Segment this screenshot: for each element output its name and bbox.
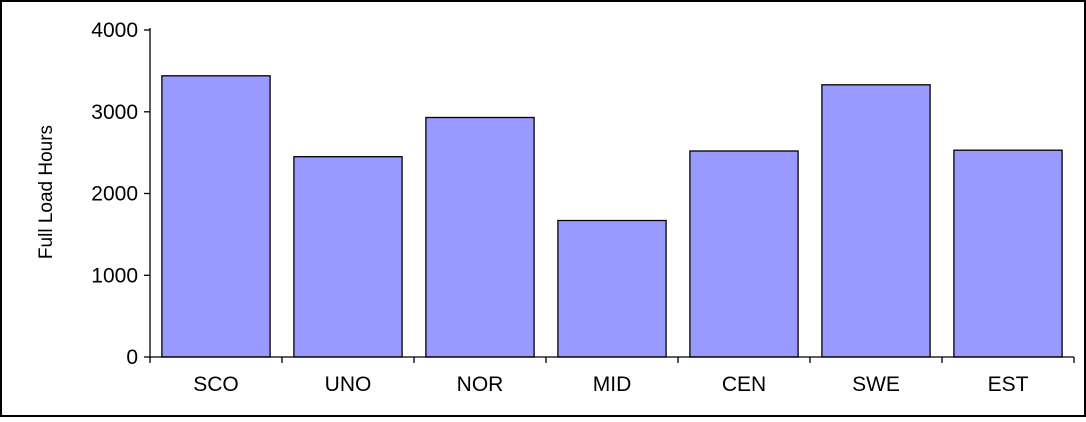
axes-group bbox=[149, 28, 1075, 363]
y-ticks-group: 0 1000 2000 3000 4000 bbox=[91, 19, 150, 369]
bar-uno bbox=[293, 156, 403, 358]
bar-nor bbox=[425, 116, 535, 358]
y-tick-label: 2000 bbox=[91, 183, 138, 206]
bar-swe bbox=[821, 84, 931, 358]
y-tick-label: 0 bbox=[126, 346, 138, 369]
x-tick-label: SWE bbox=[852, 373, 900, 396]
y-tick-label: 4000 bbox=[91, 19, 138, 42]
bar-sco bbox=[161, 75, 271, 358]
bars-group bbox=[161, 75, 1063, 358]
y-tick-label: 1000 bbox=[91, 264, 138, 287]
y-axis-label: Full Load Hours bbox=[36, 125, 57, 259]
x-labels-group: SCO UNO NOR MID CEN SWE EST bbox=[193, 373, 1028, 396]
x-tick-label: NOR bbox=[457, 373, 504, 396]
bar-est bbox=[953, 149, 1063, 358]
x-tick-label: EST bbox=[988, 373, 1029, 396]
x-tick-label: UNO bbox=[325, 373, 372, 396]
bar-cen bbox=[689, 150, 799, 358]
x-tick-label: SCO bbox=[193, 373, 239, 396]
y-tick-label: 3000 bbox=[91, 101, 138, 124]
bar-mid bbox=[557, 219, 667, 358]
x-tick-label: MID bbox=[593, 373, 632, 396]
x-tick-label: CEN bbox=[722, 373, 766, 396]
